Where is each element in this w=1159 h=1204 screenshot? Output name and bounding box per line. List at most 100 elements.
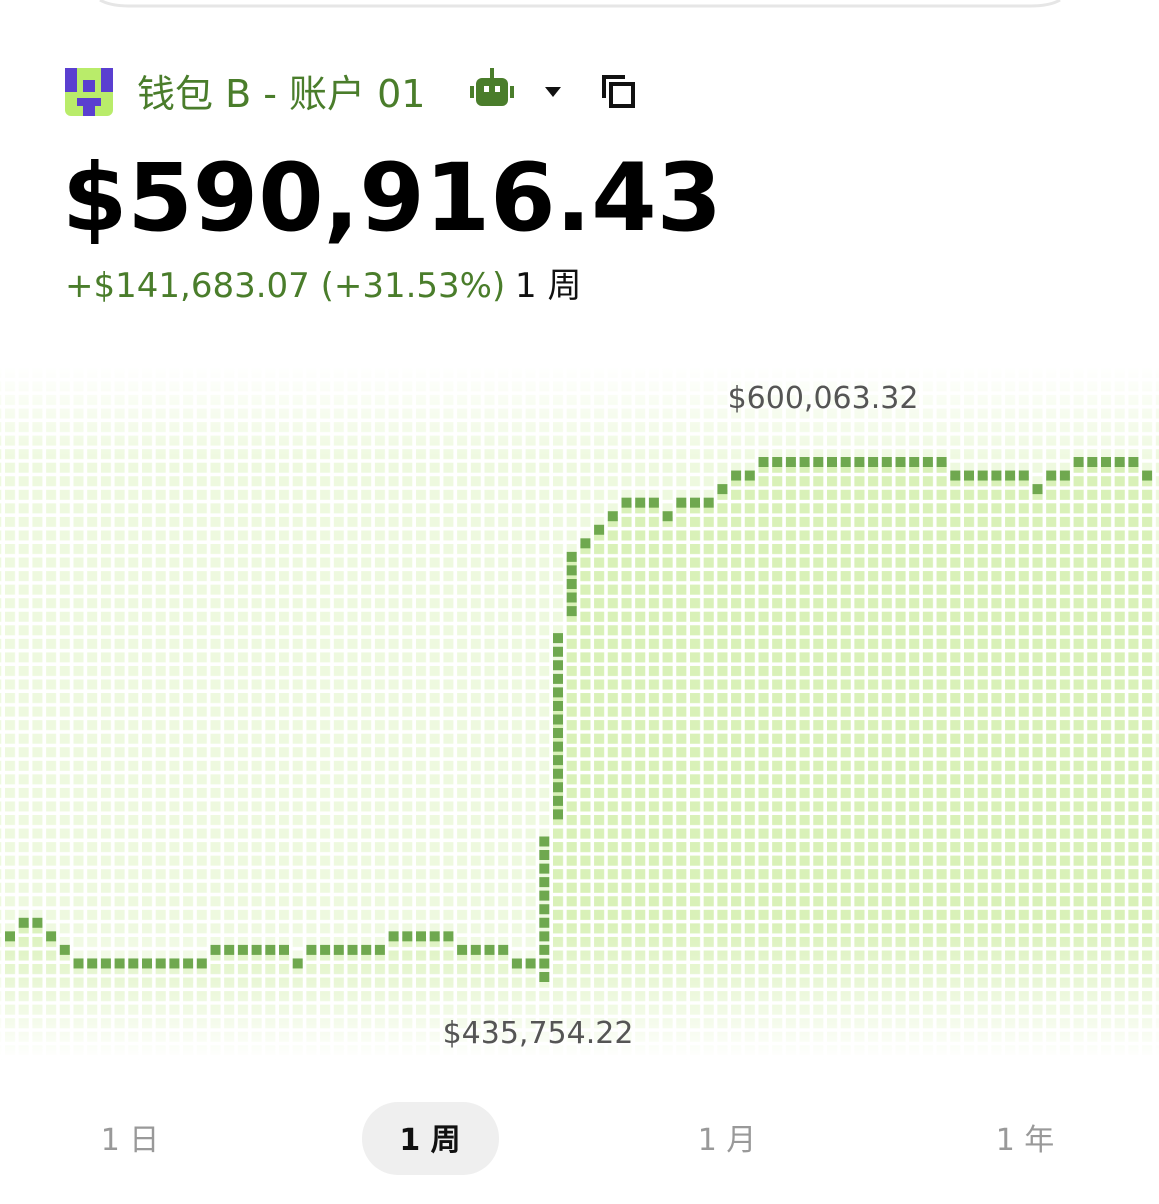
balance-change: +$141,683.07 (+31.53%) — [65, 266, 505, 306]
area-column — [497, 949, 511, 1055]
wallet-avatar[interactable] — [65, 68, 113, 116]
line-point — [169, 958, 180, 969]
area-column — [826, 462, 840, 1055]
area-column — [31, 922, 46, 1055]
area-column — [387, 936, 402, 1055]
line-point — [443, 931, 454, 942]
line-point — [279, 944, 289, 955]
line-point — [237, 944, 248, 955]
line-point — [1142, 470, 1153, 481]
area-column — [921, 462, 936, 1055]
area-column — [469, 949, 484, 1055]
area-column — [798, 462, 813, 1055]
line-point — [73, 958, 84, 969]
line-point — [758, 457, 769, 467]
line-point — [964, 470, 974, 481]
area-column — [565, 556, 580, 1055]
line-point — [1073, 457, 1084, 467]
line-point — [100, 958, 111, 969]
area-column — [58, 949, 73, 1055]
area-column — [757, 462, 772, 1055]
line-point — [306, 944, 317, 955]
line-point — [87, 958, 98, 969]
min-label: $435,754.22 — [443, 1016, 634, 1051]
line-point — [333, 944, 344, 955]
period-tab[interactable]: 1 年 — [996, 1123, 1055, 1158]
area-column — [1017, 475, 1032, 1056]
line-point — [361, 944, 372, 955]
line-point — [922, 457, 933, 467]
line-point — [785, 457, 796, 467]
line-point — [114, 958, 125, 969]
line-point — [840, 457, 851, 467]
wallet-name[interactable]: 钱包 B - 账户 01 — [137, 72, 425, 116]
line-point — [566, 551, 577, 617]
area-column — [935, 462, 950, 1055]
area-column — [319, 949, 333, 1055]
line-point — [1087, 457, 1098, 467]
line-point — [32, 917, 43, 928]
area-column — [730, 475, 744, 1056]
card-edge — [99, 0, 1061, 8]
area-column — [620, 502, 635, 1055]
line-point — [909, 457, 920, 467]
period-tab[interactable]: 1 日 — [101, 1123, 160, 1158]
area-column — [689, 502, 703, 1055]
area-column — [1045, 475, 1059, 1056]
area-column — [949, 475, 963, 1056]
line-point — [457, 944, 468, 955]
period-tab[interactable]: 1 周 — [399, 1123, 460, 1158]
line-point — [320, 944, 331, 955]
line-point — [662, 511, 673, 522]
area-column — [45, 936, 59, 1055]
area-column — [154, 963, 169, 1055]
active-tab-bg — [362, 1102, 499, 1175]
line-point — [1018, 470, 1029, 481]
area-column — [880, 462, 895, 1055]
chart-background — [0, 365, 1159, 1060]
area-column — [771, 462, 785, 1055]
area-column — [634, 502, 648, 1055]
area-column — [17, 922, 32, 1055]
line-point — [1059, 470, 1070, 481]
line-point — [635, 497, 646, 508]
area-column — [675, 502, 689, 1055]
line-point — [936, 457, 947, 467]
area-column — [784, 462, 799, 1055]
area-column — [305, 949, 320, 1055]
line-point — [374, 944, 385, 955]
line-point — [621, 497, 632, 508]
area-column — [894, 462, 909, 1055]
area-column — [702, 502, 717, 1055]
line-point — [648, 497, 659, 508]
area-column — [812, 462, 826, 1055]
area-column — [839, 462, 854, 1055]
line-point — [991, 470, 1002, 481]
line-point — [594, 524, 605, 535]
line-point — [1046, 470, 1057, 481]
line-point — [128, 958, 139, 969]
area-column — [401, 936, 415, 1055]
line-point — [525, 958, 536, 969]
period-tab[interactable]: 1 月 — [698, 1123, 757, 1158]
area-column — [1127, 462, 1142, 1055]
line-point — [607, 511, 618, 522]
area-column — [1072, 462, 1087, 1055]
line-point — [580, 538, 591, 549]
line-point — [416, 931, 426, 942]
line-point — [429, 931, 440, 942]
line-point — [813, 457, 824, 467]
line-point — [59, 944, 70, 955]
area-column — [1113, 462, 1128, 1055]
price-line — [5, 457, 1153, 982]
area-column — [853, 462, 868, 1055]
line-point — [854, 457, 865, 467]
line-point — [1005, 470, 1016, 481]
copy-icon[interactable] — [602, 75, 635, 108]
area-column — [332, 949, 347, 1055]
dropdown-caret[interactable] — [545, 87, 561, 97]
line-point — [155, 958, 166, 969]
line-point — [690, 497, 700, 508]
area-column — [483, 949, 498, 1055]
line-point — [388, 931, 399, 942]
